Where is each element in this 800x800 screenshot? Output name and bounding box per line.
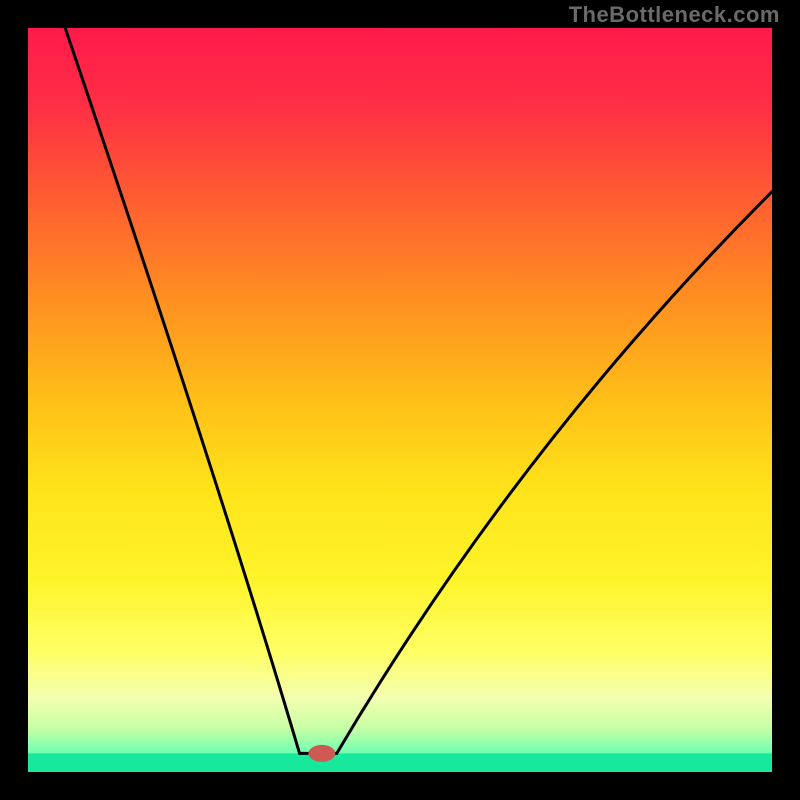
bottom-band bbox=[28, 753, 772, 772]
gradient-background bbox=[28, 28, 772, 772]
bottleneck-chart bbox=[0, 0, 800, 800]
watermark-text: TheBottleneck.com bbox=[569, 2, 780, 28]
optimal-point-marker bbox=[309, 745, 335, 761]
chart-frame: TheBottleneck.com bbox=[0, 0, 800, 800]
